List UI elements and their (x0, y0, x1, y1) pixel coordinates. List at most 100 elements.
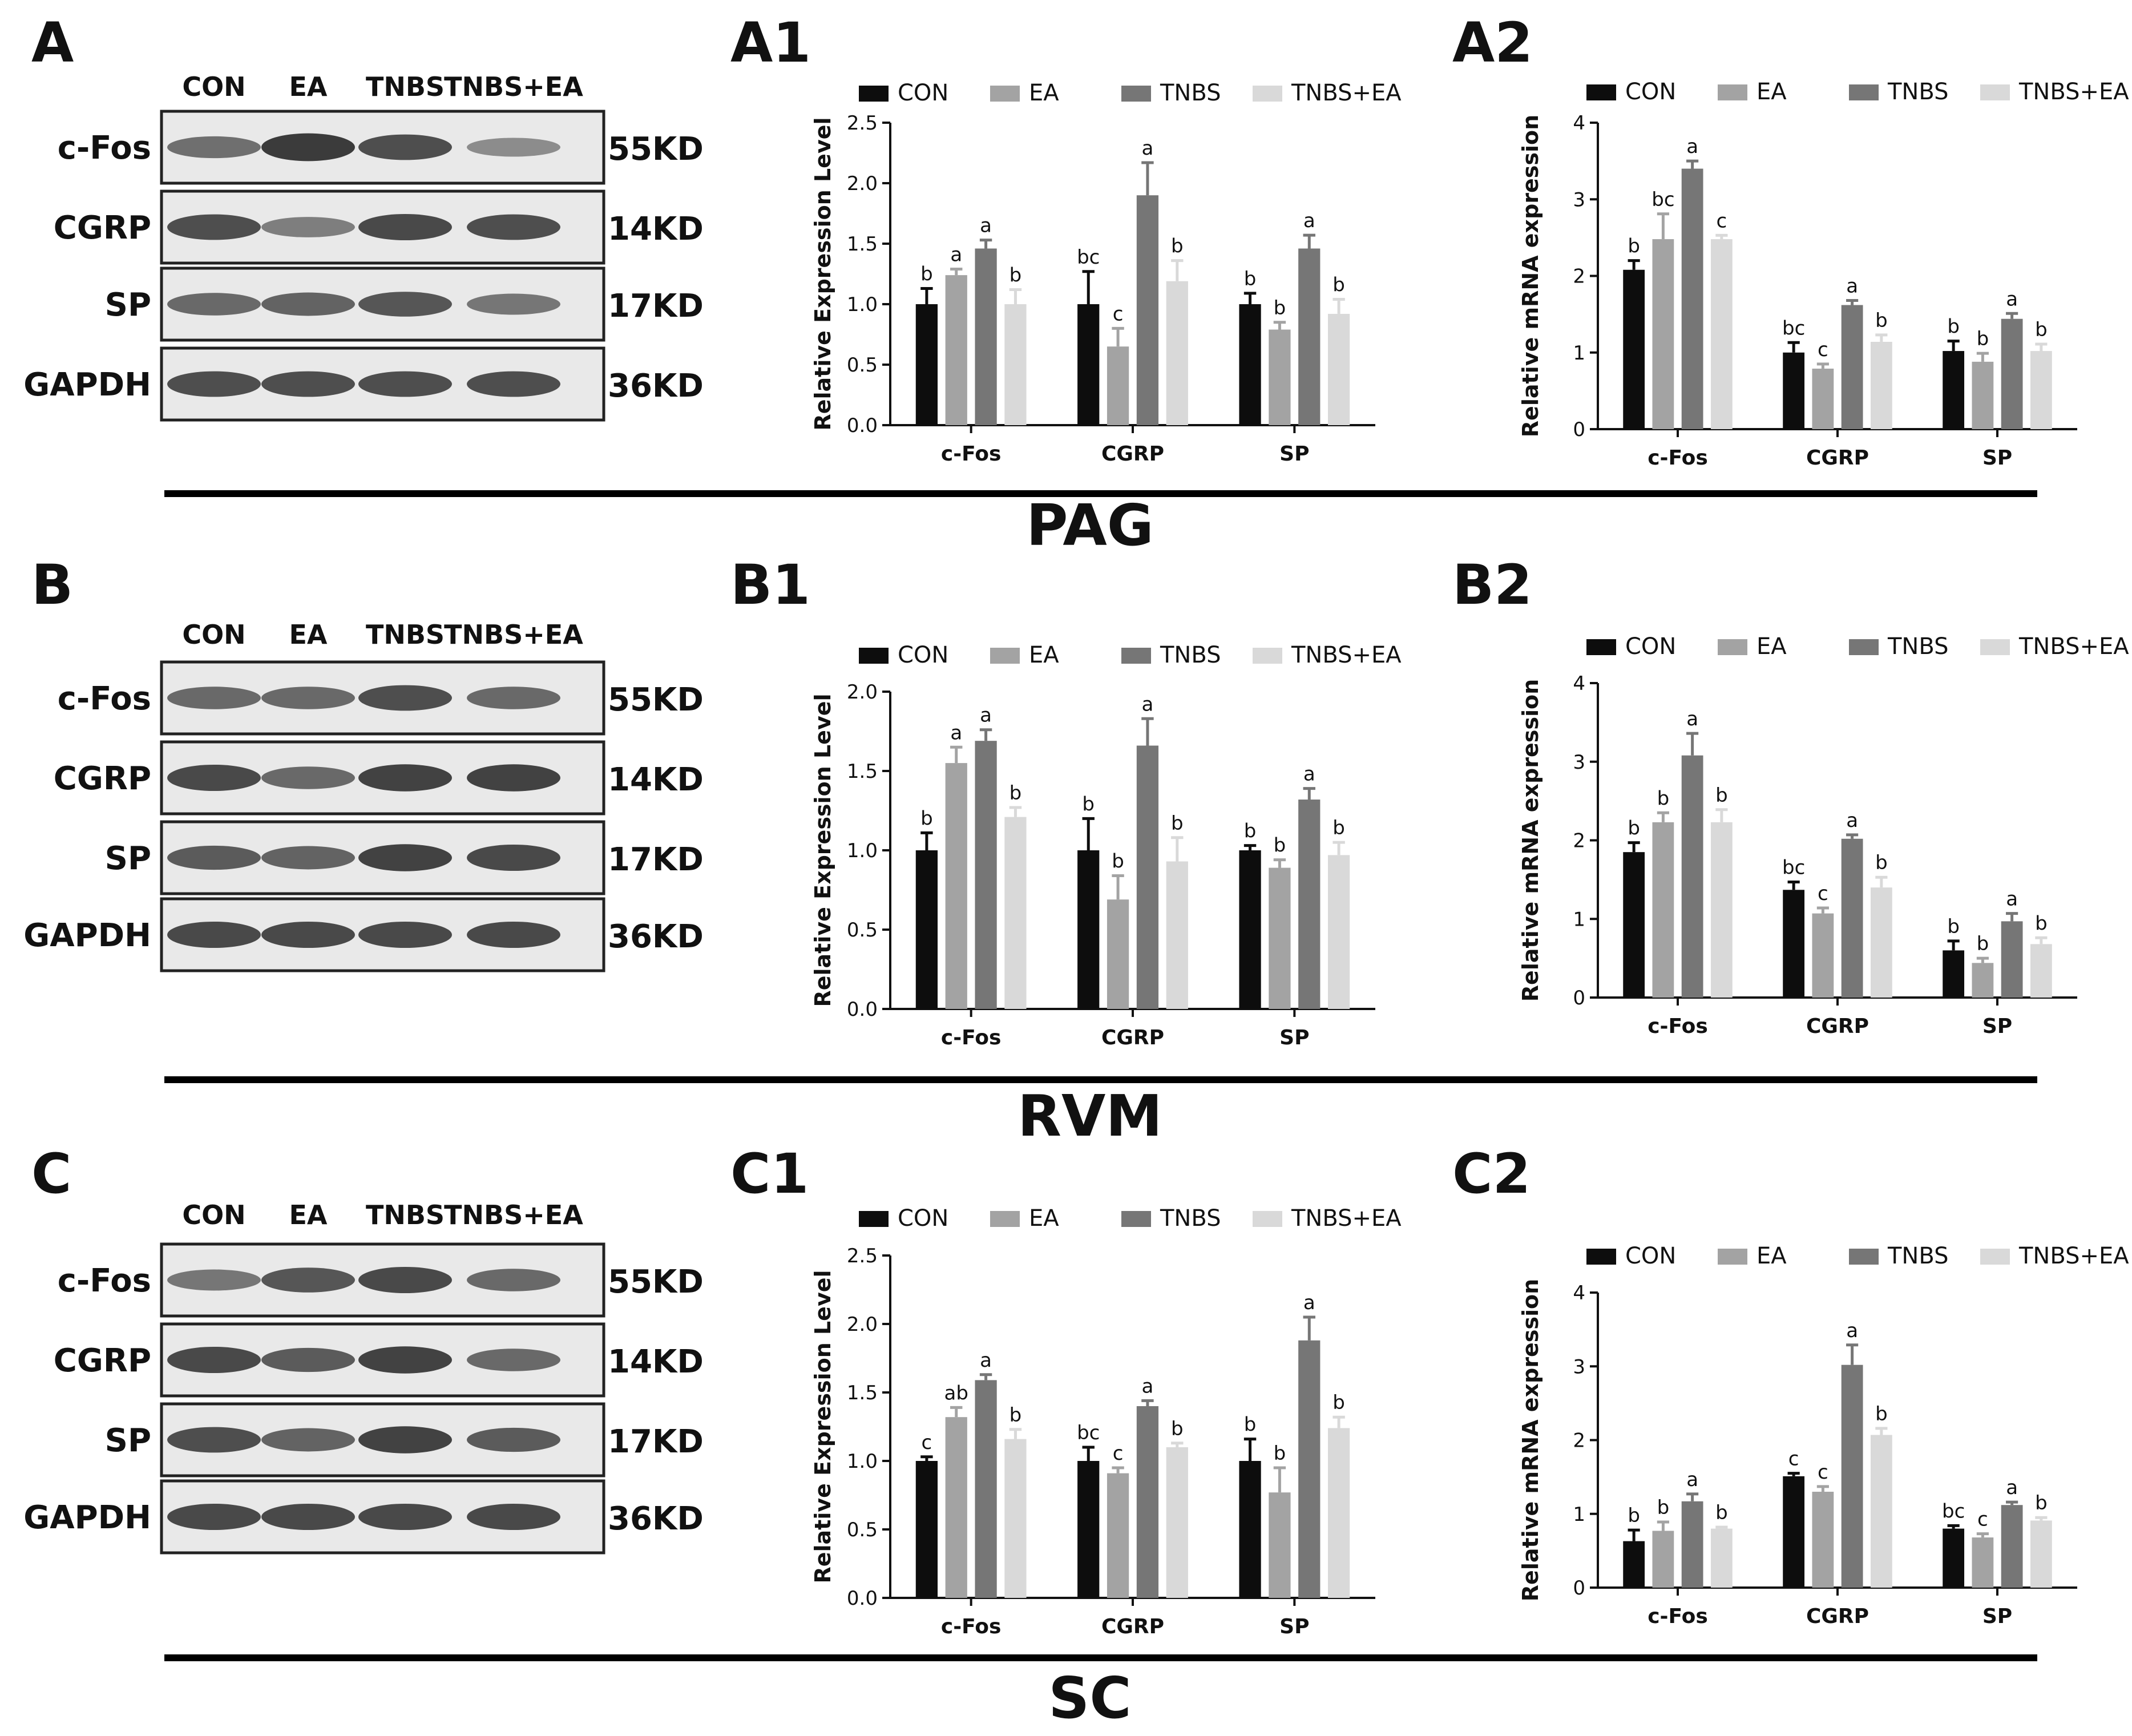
lane-label: TNBS+EA (444, 619, 583, 650)
chart-panel-letter: A1 (730, 11, 811, 75)
bar (975, 248, 997, 425)
significance-label: c (1717, 209, 1727, 232)
chart-C2: C2 CON EA TNBS TNBS+EA 0 1 2 3 4 Relative mRNA exp… (1452, 1142, 2129, 1628)
bar (1681, 755, 1703, 998)
significance-label: bc (1077, 246, 1100, 269)
protein-label: SP (105, 840, 151, 877)
blot-band (358, 685, 452, 711)
bar (975, 741, 997, 1009)
significance-label: c (1788, 1448, 1799, 1471)
y-tick-label: 1.5 (847, 1382, 878, 1404)
legend-swatch (990, 648, 1020, 664)
significance-label: c (1818, 882, 1828, 905)
section-rule (164, 490, 2037, 497)
y-tick-label: 4 (1573, 112, 1585, 135)
significance-label: a (1303, 209, 1315, 232)
legend-swatch (1253, 86, 1282, 102)
significance-label: b (1274, 297, 1286, 320)
chart-C1: C1 CON EA TNBS TNBS+EA 0.0 0.5 1.0 1.5 2.0 2.5 Rela… (730, 1142, 1402, 1638)
significance-label: b (1010, 782, 1022, 805)
x-tick-label: c-Fos (941, 442, 1002, 466)
significance-label: a (2006, 1476, 2018, 1499)
blot-band (261, 133, 355, 162)
blot-band (261, 1347, 355, 1372)
y-tick-label: 4 (1573, 672, 1585, 695)
bar (1298, 1340, 1321, 1598)
y-tick-label: 0 (1573, 987, 1585, 1010)
bar (1166, 861, 1188, 1009)
blot-band (358, 1346, 452, 1374)
legend-swatch (1586, 639, 1616, 655)
bar (2030, 1520, 2052, 1588)
bar (915, 850, 938, 1009)
x-tick-label: SP (1279, 442, 1309, 466)
y-tick-label: 2 (1573, 1430, 1585, 1452)
bar (1623, 852, 1645, 998)
protein-label: SP (105, 286, 151, 324)
y-tick-label: 1.5 (847, 760, 878, 783)
bar (1972, 963, 1994, 998)
bar (1783, 890, 1805, 998)
bar (1783, 1476, 1805, 1588)
bar (945, 275, 967, 425)
legend-label: CON (898, 1205, 948, 1232)
significance-label: a (1303, 1291, 1315, 1314)
y-axis-label: Relative mRNA expression (1518, 1279, 1543, 1601)
protein-label: SP (105, 1422, 151, 1459)
legend-swatch (859, 86, 889, 102)
legend-label: TNBS+EA (2018, 633, 2129, 660)
bar (1710, 822, 1733, 998)
y-tick-label: 2 (1573, 830, 1585, 853)
lane-label: TNBS (366, 71, 445, 102)
lane-label: EA (289, 1200, 327, 1230)
chart-A2: A2 CON EA TNBS TNBS+EA 0 1 2 3 4 Relative mRNA exp… (1452, 11, 2129, 470)
legend-swatch (859, 648, 889, 664)
bar (1681, 1501, 1703, 1588)
kd-label: 36KD (608, 368, 704, 405)
protein-label: c-Fos (58, 680, 151, 717)
significance-label: b (1010, 264, 1022, 287)
significance-label: a (950, 721, 962, 744)
legend-label: EA (1757, 633, 1787, 660)
kd-label: 36KD (608, 1500, 704, 1537)
significance-label: b (1171, 1418, 1184, 1440)
x-tick-label: SP (1982, 1605, 2012, 1628)
section-rule (164, 1076, 2037, 1083)
legend-label: TNBS (1887, 1243, 1948, 1269)
legend-swatch (1718, 84, 1747, 100)
bar (1812, 1491, 1834, 1588)
protein-label: GAPDH (23, 366, 151, 403)
lane-label: TNBS (366, 619, 445, 650)
bar (1943, 1528, 1965, 1588)
significance-label: c (922, 1431, 932, 1454)
y-axis-label: Relative Expression Level (810, 1270, 835, 1583)
bar (1841, 838, 1863, 998)
blot-band (261, 846, 355, 870)
y-axis-label: Relative Expression Level (810, 117, 835, 430)
kd-label: 17KD (608, 841, 704, 878)
y-tick-label: 0.0 (847, 414, 878, 437)
blot-band (358, 134, 452, 160)
blot-band (261, 687, 355, 709)
legend-swatch (1980, 639, 2010, 655)
lane-label: EA (289, 71, 327, 102)
blot-band (167, 921, 261, 948)
blot-band (167, 1269, 261, 1291)
significance-label: b (1332, 1391, 1345, 1414)
y-tick-label: 0.5 (847, 354, 878, 377)
legend-label: EA (1757, 79, 1787, 105)
kd-label: 14KD (608, 1343, 704, 1380)
y-tick-label: 2 (1573, 265, 1585, 288)
bar (1870, 341, 1892, 429)
significance-label: b (1628, 1504, 1640, 1527)
y-tick-label: 1 (1573, 1503, 1585, 1526)
chart-panel-letter: C1 (730, 1142, 809, 1206)
bar (1239, 304, 1261, 425)
significance-label: b (1628, 817, 1640, 840)
blot-band (167, 764, 261, 792)
y-tick-label: 2.5 (847, 112, 878, 135)
blot-band (358, 292, 452, 317)
bar (1710, 1528, 1733, 1588)
x-tick-label: CGRP (1101, 1026, 1164, 1049)
chart-B2: B2 CON EA TNBS TNBS+EA 0 1 2 3 4 Relative mRNA exp… (1452, 553, 2129, 1038)
